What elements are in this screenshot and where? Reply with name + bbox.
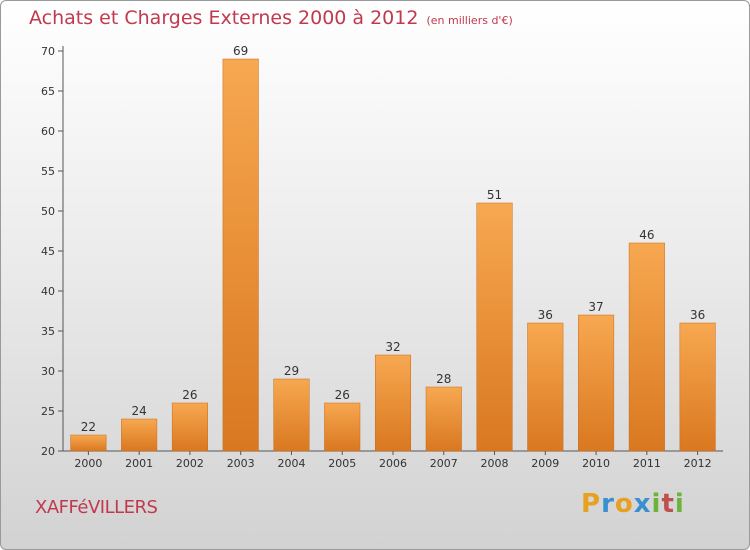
x-tick-label-2000: 2000 [74,457,102,470]
logo-letter: r [601,489,615,519]
x-tick-label-2003: 2003 [227,457,255,470]
bar-2009 [527,322,564,452]
bar-2002 [171,402,208,452]
logo-letter: x [633,489,652,519]
x-tick-label-2004: 2004 [277,457,305,470]
y-tick-label: 20 [41,445,55,458]
bar-2000 [70,434,107,452]
x-tick-label-2006: 2006 [379,457,407,470]
x-tick-label-2005: 2005 [328,457,356,470]
logo-letter: P [581,489,602,519]
value-label-2010: 37 [588,300,603,314]
bar-2005 [324,402,361,452]
y-tick-label: 50 [41,205,55,218]
y-tick-label: 35 [41,325,55,338]
value-labels: 22 24 26 69 29 26 32 28 51 36 37 46 36 [81,44,706,434]
value-label-2002: 26 [182,388,197,402]
chart-title-text: Achats et Charges Externes 2000 à 2012 [29,7,419,29]
y-tick-label: 65 [41,85,55,98]
logo-letter: o [614,489,634,519]
value-label-2011: 46 [639,228,654,242]
y-tick-label: 25 [41,405,55,418]
logo-letter: t [661,489,675,519]
value-label-2008: 51 [487,188,502,202]
bars [70,58,716,452]
value-label-2006: 32 [385,340,400,354]
y-tick-label: 40 [41,285,55,298]
y-axis: 20 25 30 35 40 45 50 55 60 65 70 [41,45,64,458]
x-tick-label-2011: 2011 [633,457,661,470]
commune-name: XAFFéVILLERS [35,497,158,518]
bar-2008 [476,202,513,452]
value-label-2007: 28 [436,372,451,386]
value-label-2012: 36 [690,308,705,322]
logo-letter: i [651,489,662,519]
bar-2011 [628,242,665,452]
y-tick-label: 70 [41,45,55,58]
bar-2007 [425,386,462,452]
chart-title: Achats et Charges Externes 2000 à 2012 (e… [29,7,513,29]
value-label-2001: 24 [132,404,147,418]
x-tick-label-2009: 2009 [531,457,559,470]
chart-unit: (en milliers d'€) [426,14,513,27]
x-tick-label-2012: 2012 [684,457,712,470]
y-tick-label: 60 [41,125,55,138]
y-tick-label: 45 [41,245,55,258]
value-label-2000: 22 [81,420,96,434]
x-tick-label-2001: 2001 [125,457,153,470]
bar-2003 [222,58,259,452]
bar-2004 [273,378,310,452]
x-tick-label-2002: 2002 [176,457,204,470]
x-tick-label-2010: 2010 [582,457,610,470]
bar-2001 [121,418,158,452]
x-axis: 2000 2001 2002 2003 2004 2005 2006 2007 2008 2009… [63,450,723,470]
value-label-2003: 69 [233,44,248,58]
y-tick-label: 55 [41,165,55,178]
logo-letter: i [674,489,685,519]
x-tick-label-2007: 2007 [430,457,458,470]
proxiti-logo: Proxiti [581,489,685,519]
bar-2012 [679,322,716,452]
value-label-2009: 36 [538,308,553,322]
bar-2010 [578,314,615,452]
x-tick-label-2008: 2008 [481,457,509,470]
y-tick-label: 30 [41,365,55,378]
bar-2006 [374,354,412,452]
value-label-2005: 26 [335,388,350,402]
value-label-2004: 29 [284,364,299,378]
